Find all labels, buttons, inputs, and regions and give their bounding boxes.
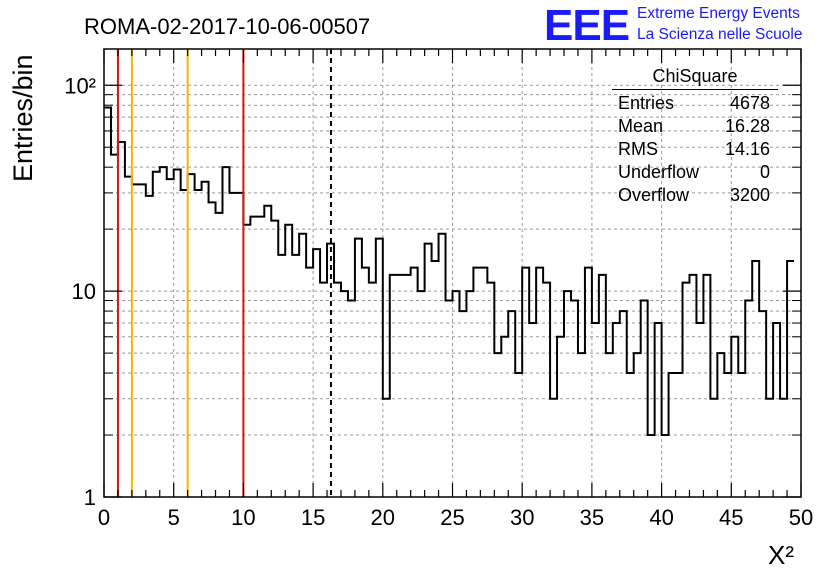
stat-row-mean: Mean 16.28 [612, 115, 778, 138]
stat-row-underflow: Underflow 0 [612, 161, 778, 184]
y-tick-label: 1 [84, 485, 96, 510]
logo-letters: EEE [544, 1, 629, 50]
stat-value: 14.16 [724, 139, 770, 159]
stat-label: Mean [618, 116, 664, 136]
histogram-line [104, 106, 795, 437]
x-axis-label: X² [768, 540, 794, 570]
stat-label: RMS [618, 139, 658, 159]
x-tick-label: 0 [98, 505, 110, 530]
x-tick-label: 45 [719, 505, 743, 530]
x-tick-label: 40 [649, 505, 673, 530]
stat-label: Underflow [618, 162, 700, 182]
stat-row-entries: Entries 4678 [612, 92, 778, 115]
x-tick-label: 5 [168, 505, 180, 530]
x-tick-label: 35 [580, 505, 604, 530]
y-tick-label: 10 [72, 279, 96, 304]
stat-label: Entries [618, 93, 675, 113]
y-axis-label: Entries/bin [8, 54, 38, 182]
eee-logo: EEE Extreme Energy Events La Scienza nel… [544, 1, 802, 50]
x-tick-label: 20 [371, 505, 395, 530]
stat-row-rms: RMS 14.16 [612, 138, 778, 161]
x-tick-label: 10 [231, 505, 255, 530]
axis-ticks: 0 5 10 15 20 25 30 35 40 45 50 1 10 10² [64, 49, 813, 530]
stat-label: Overflow [618, 185, 690, 205]
stats-box: ChiSquare Entries 4678 Mean 16.28 RMS 14… [612, 66, 778, 207]
stat-value: 3200 [729, 185, 770, 205]
chart-title: ROMA-02-2017-10-06-00507 [84, 14, 370, 39]
x-tick-label: 30 [510, 505, 534, 530]
logo-line-1: Extreme Energy Events [637, 5, 800, 22]
x-tick-label: 25 [440, 505, 464, 530]
stats-title: ChiSquare [612, 66, 778, 90]
stat-row-overflow: Overflow 3200 [612, 184, 778, 207]
x-tick-label: 50 [789, 505, 813, 530]
stat-value: 16.28 [724, 116, 770, 136]
y-tick-label: 10² [64, 73, 96, 98]
stat-value: 0 [759, 162, 770, 182]
logo-line-2: La Scienza nelle Scuole [637, 26, 802, 43]
stat-value: 4678 [729, 93, 770, 113]
x-tick-label: 15 [301, 505, 325, 530]
marker-lines [116, 49, 332, 497]
